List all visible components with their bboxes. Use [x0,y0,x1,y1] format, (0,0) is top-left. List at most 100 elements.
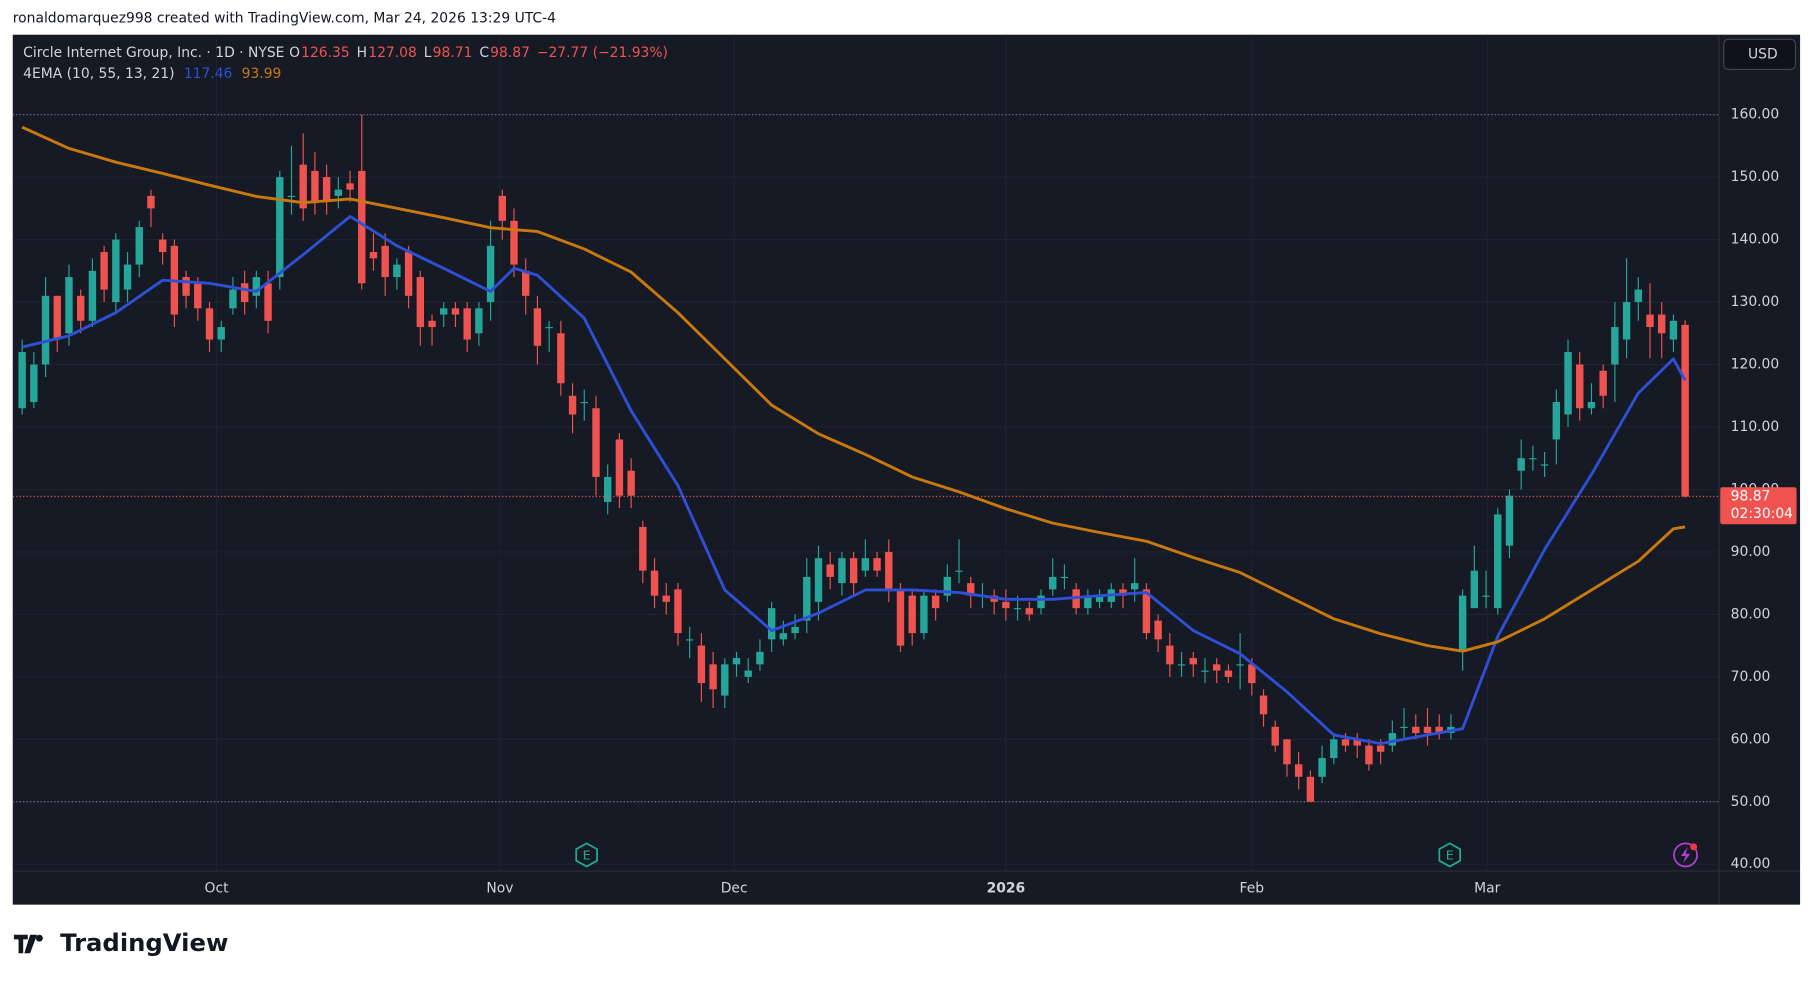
candle-body [838,558,846,584]
candle-body [861,558,870,571]
candle-body [908,595,916,634]
candle-body [1646,314,1654,328]
candle-body [18,352,26,409]
candle-body [486,245,495,303]
x-tick-label: Nov [486,880,513,896]
earnings-event[interactable]: E [1438,842,1462,868]
candle-body [135,227,143,265]
price-label-box [1720,487,1797,525]
ema-line [21,214,1687,746]
candle-body [955,570,963,572]
candle-body [615,439,624,496]
change: −27.77 (−21.93%) [537,45,668,61]
alert-dot[interactable] [1690,843,1698,851]
currency-button[interactable] [1723,38,1797,70]
candle-body [580,401,588,404]
candle-body [662,595,670,602]
y-tick-label: 70.00 [1731,669,1771,685]
earnings-icon [575,842,598,868]
candle-body [205,308,214,340]
symbol-title: Circle Internet Group, Inc. · 1D · NYSE [23,45,284,61]
candle-body [416,277,425,328]
candle-body [299,164,307,209]
candle-body [440,308,448,315]
candle-body [30,364,38,402]
candle-body [1166,645,1174,665]
x-tick-label: Oct [205,880,230,896]
candle-body [1529,458,1537,460]
candle-body [1376,745,1385,752]
candle-body [568,395,577,415]
y-tick-label: 80.00 [1731,606,1771,622]
candle-body [744,670,752,677]
candle-body [451,308,460,315]
candle-body [592,408,600,477]
lightning[interactable] [1680,846,1691,864]
candle-body [463,308,471,340]
ohlc-key: L [424,45,432,61]
candle-body [1306,776,1315,802]
candle-body [1412,726,1420,734]
ohlc-value: 98.87 [490,45,530,61]
candle-body [369,252,378,259]
candle-body [849,558,858,584]
candle-body [779,633,788,640]
candle-body [1540,464,1549,466]
candle-body [510,220,518,265]
candle-body [229,289,237,309]
candle-body [1002,601,1010,609]
candle-body [931,595,940,609]
candle-body [721,664,729,696]
candle-body [182,277,190,296]
candle-body [1259,695,1268,715]
candle-body [627,470,635,496]
y-tick-label: 90.00 [1731,544,1771,560]
earnings-event[interactable]: E [575,842,598,868]
candle-body [1025,608,1034,615]
candle-body [639,526,647,571]
candle-body [1154,620,1162,640]
lightning-circle[interactable] [1673,842,1698,868]
currency[interactable]: USD [1748,46,1778,62]
candle-body [393,264,401,278]
candle-body [1669,320,1678,340]
earnings-icon [1438,842,1462,868]
candle-body [1271,726,1279,746]
candle-body [1576,364,1584,409]
candle-body [428,320,436,328]
candle-body [1084,595,1092,609]
candle-body [803,576,811,621]
y-tick-label: 50.00 [1731,794,1771,810]
alert-icon[interactable] [1673,842,1698,868]
candle-body [967,583,975,596]
y-tick-label: 140.00 [1731,232,1780,248]
candle-body [791,626,799,634]
candle-body [404,252,413,296]
candle-body [1248,664,1256,684]
candle-body [1611,327,1619,365]
price-label: 98.87 [1731,489,1771,505]
candle-body [1634,289,1642,303]
logo-dot [35,934,43,942]
indicator-value: 117.46 [184,66,233,82]
y-tick-label: 120.00 [1731,357,1780,373]
candle-body [732,658,741,665]
earnings-label: E [1446,848,1454,863]
ohlc-value: 98.71 [433,45,473,61]
candle-body [1365,745,1373,765]
y-tick-label: 160.00 [1731,107,1780,123]
candle-body [1552,401,1561,440]
candle-body [1681,324,1689,497]
candle-body [41,295,50,365]
indicator-value: 93.99 [242,66,282,82]
candle-body [1494,514,1502,609]
candle-body [533,308,542,346]
candle-body [240,283,249,303]
ohlc-value: 127.08 [368,45,417,61]
candle-body [650,570,659,596]
candle-body [1189,658,1197,665]
y-tick-label: 40.00 [1731,856,1771,872]
ohlc-key: C [479,45,489,61]
